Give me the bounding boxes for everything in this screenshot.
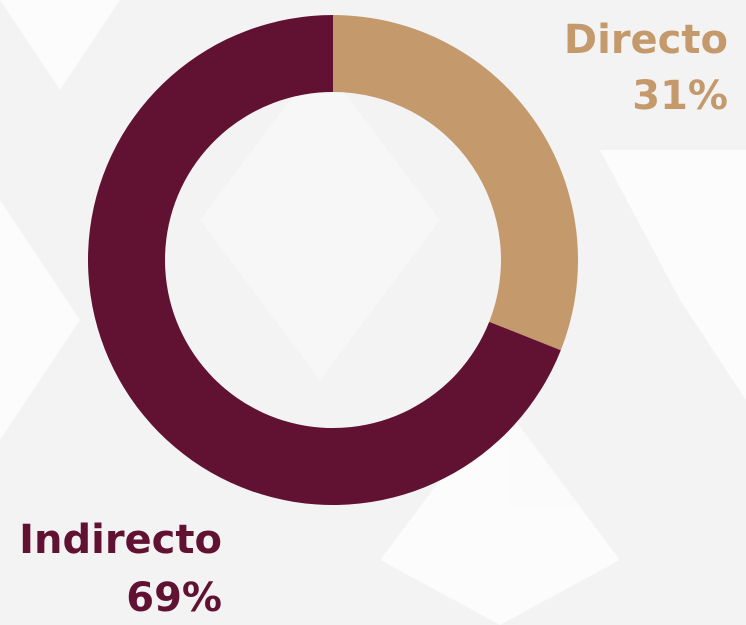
- category-label: Indirecto: [19, 517, 222, 563]
- bg-shape: [380, 400, 620, 625]
- bg-shape: [200, 60, 440, 380]
- value-label: 69%: [126, 575, 222, 621]
- bg-shape: [600, 150, 746, 400]
- donut-segment: [87, 15, 561, 505]
- donut: [87, 15, 578, 505]
- bg-shape: [0, 200, 80, 440]
- donut-segment: [333, 15, 578, 351]
- category-label: Directo: [564, 17, 728, 63]
- value-label: 31%: [632, 73, 728, 119]
- bg-shape: [0, 0, 120, 90]
- labels: Directo 31% Indirecto 69%: [19, 17, 728, 621]
